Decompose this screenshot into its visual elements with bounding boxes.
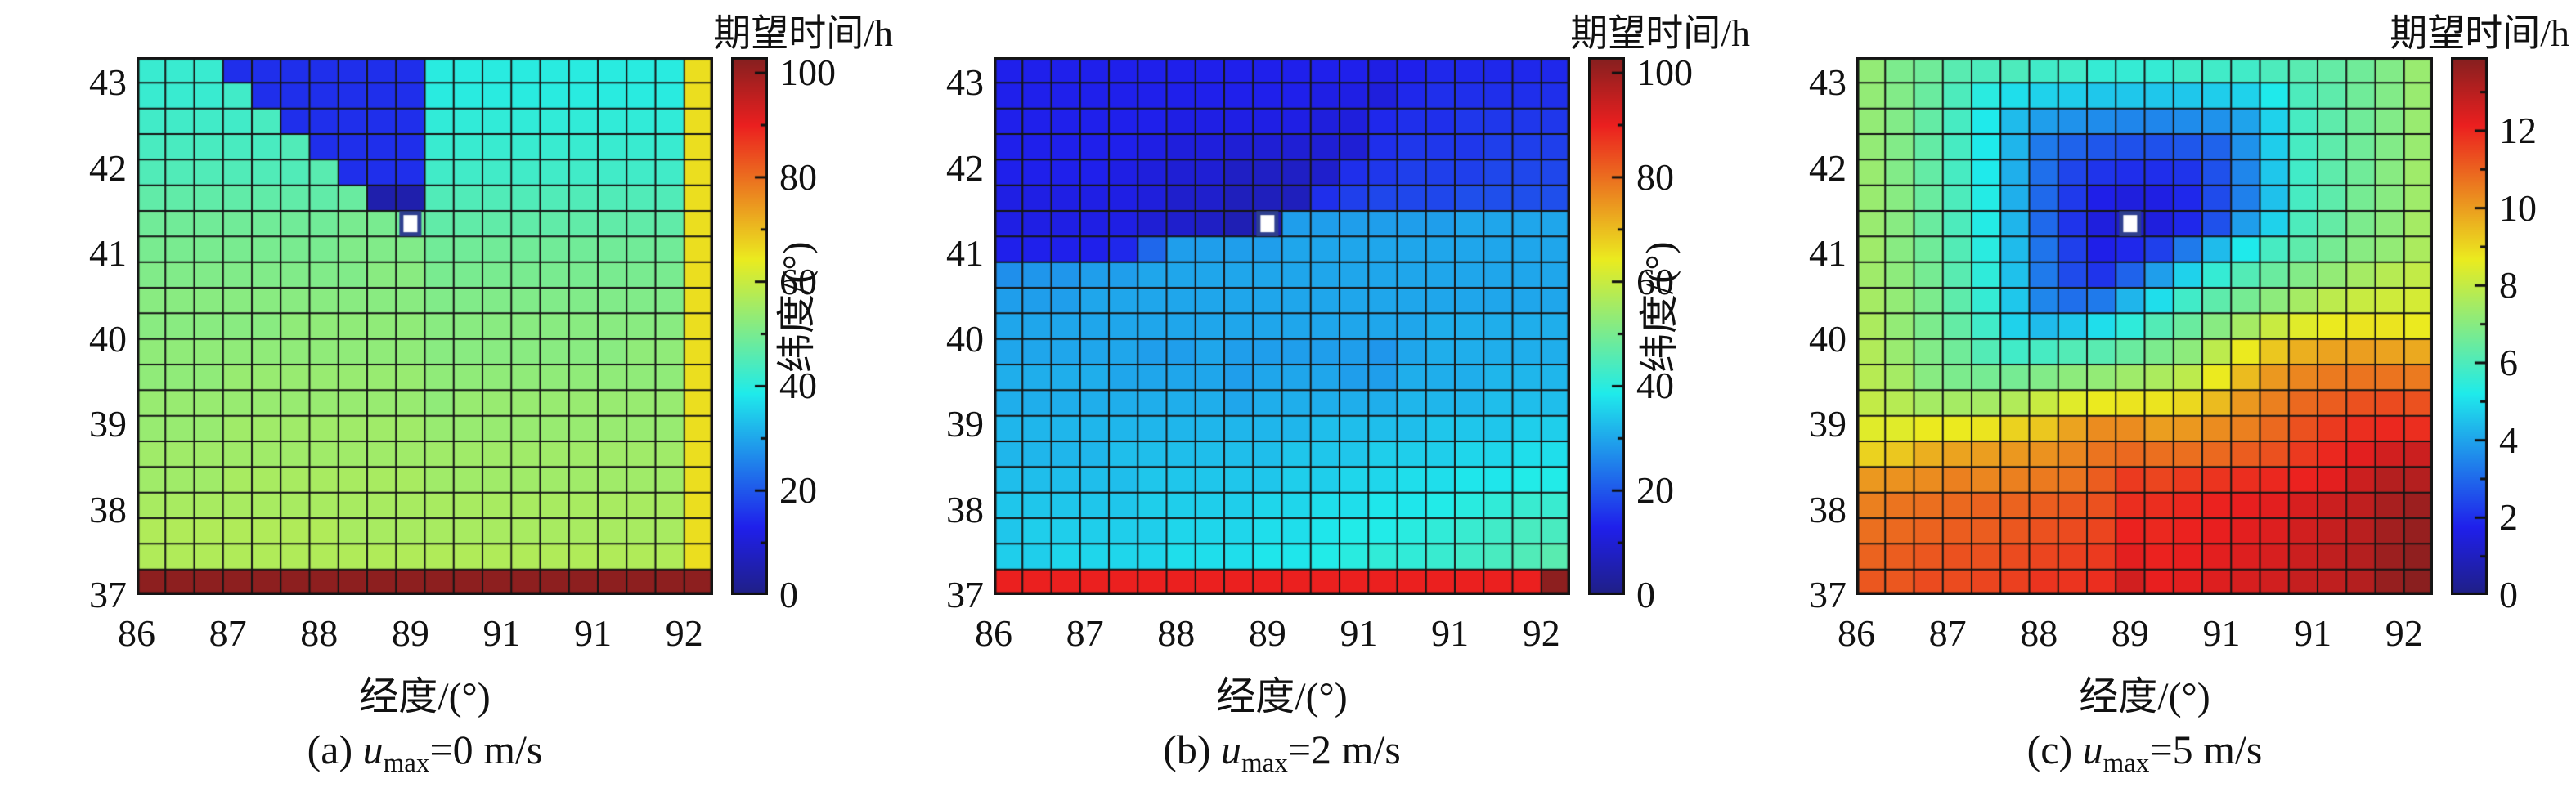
x-tick-label: 91 <box>2202 612 2241 654</box>
x-tick-label: 91 <box>482 612 521 654</box>
y-tick-label: 38 <box>89 488 127 530</box>
caption-subscript: max <box>1241 749 1288 778</box>
caption-variable: u <box>1221 727 1242 772</box>
x-tick-label: 92 <box>1522 612 1560 654</box>
colorbar-tick-label: 0 <box>779 574 798 615</box>
colorbar-tick-label: 10 <box>2499 186 2537 229</box>
y-tick-label: 42 <box>1809 146 1847 189</box>
colorbar-tick-label: 6 <box>2499 341 2518 383</box>
y-tick-label: 43 <box>946 61 984 104</box>
colorbar-tick-label: 60 <box>779 260 817 302</box>
colorbar-canvas-a <box>731 57 768 595</box>
y-tick-label: 43 <box>1809 61 1847 104</box>
x-tick-label: 91 <box>1340 612 1378 654</box>
x-tick-label: 88 <box>300 612 339 654</box>
caption-subscript: max <box>2103 749 2150 778</box>
heatmap-canvas-a <box>137 57 713 595</box>
y-tick-label: 41 <box>946 232 984 275</box>
y-tick-label: 42 <box>946 146 984 189</box>
x-tick-label: 87 <box>1928 612 1967 654</box>
y-tick-label: 42 <box>89 146 127 189</box>
x-tick-label: 92 <box>665 612 703 654</box>
caption-value: =2 m/s <box>1287 727 1401 772</box>
x-tick-label: 91 <box>2294 612 2332 654</box>
colorbar-tick-label: 20 <box>1636 469 1674 512</box>
y-tick-label: 39 <box>1809 403 1847 445</box>
colorbar-title: 期望时间/h <box>1570 12 1750 54</box>
colorbar-tick-label: 100 <box>779 51 836 94</box>
x-tick-label: 88 <box>1157 612 1196 654</box>
colorbar-tick-label: 0 <box>2499 574 2518 615</box>
y-tick-label: 37 <box>946 574 984 615</box>
subplot-caption: (a) umax=0 m/s <box>96 726 754 777</box>
caption-variable: u <box>362 727 384 772</box>
caption-value: =0 m/s <box>429 727 543 772</box>
colorbar-tick-label: 40 <box>779 365 817 407</box>
panel-a: 期望时间/h 纬度/(°) 经度/(°) (a) umax=0 m/s 4342… <box>0 0 900 792</box>
y-tick-label: 39 <box>946 403 984 445</box>
y-tick-label: 38 <box>1809 488 1847 530</box>
x-tick-label: 87 <box>1066 612 1104 654</box>
caption-prefix: (b) <box>1163 727 1222 772</box>
x-axis-label: 经度/(°) <box>1216 675 1348 718</box>
caption-variable: u <box>2082 727 2103 772</box>
colorbar-tick-label: 0 <box>1636 574 1655 615</box>
x-tick-label: 91 <box>574 612 613 654</box>
x-axis-label: 经度/(°) <box>359 675 491 718</box>
panel-b: 期望时间/h 纬度/(°) 经度/(°) (b) umax=2 m/s 43 42… <box>775 0 1757 792</box>
colorbar-tick-label: 40 <box>1636 365 1674 407</box>
x-tick-label: 88 <box>2020 612 2058 654</box>
y-tick-label: 40 <box>1809 317 1847 360</box>
subplot-caption: (c) umax=5 m/s <box>1815 726 2474 777</box>
y-tick-label: 40 <box>946 317 984 360</box>
y-tick-label: 37 <box>89 574 127 615</box>
colorbar-tick-label: 60 <box>1636 260 1674 302</box>
colorbar-tick-label: 20 <box>779 469 817 512</box>
x-tick-label: 87 <box>209 612 247 654</box>
y-tick-label: 41 <box>89 232 127 275</box>
colorbar-tick-label: 8 <box>2499 264 2518 307</box>
x-axis-label: 经度/(°) <box>2079 675 2210 718</box>
colorbar-canvas-c <box>2451 57 2488 595</box>
x-tick-label: 89 <box>1248 612 1286 654</box>
colorbar-tick-label: 2 <box>2499 496 2518 539</box>
caption-prefix: (c) <box>2026 727 2083 772</box>
x-tick-label: 91 <box>1431 612 1470 654</box>
x-tick-label: 89 <box>2111 612 2149 654</box>
y-tick-label: 37 <box>1809 574 1847 615</box>
y-tick-label: 38 <box>946 488 984 530</box>
y-tick-label: 43 <box>89 61 127 104</box>
colorbar-tick-label: 4 <box>2499 418 2518 461</box>
caption-subscript: max <box>383 749 430 778</box>
x-tick-label: 89 <box>391 612 429 654</box>
x-tick-label: 86 <box>975 612 1012 654</box>
x-tick-label: 86 <box>118 612 155 654</box>
colorbar-tick-label: 80 <box>1636 155 1674 198</box>
colorbar-title: 期望时间/h <box>713 12 893 54</box>
y-tick-label: 40 <box>89 317 127 360</box>
x-tick-label: 92 <box>2385 612 2423 654</box>
panel-c: 期望时间/h 纬度/(°) 经度/(°) (c) umax=5 m/s 43 42… <box>1638 0 2576 792</box>
colorbar-tick-label: 80 <box>779 155 817 198</box>
colorbar-title: 期望时间/h <box>2390 12 2569 54</box>
heatmap-canvas-c <box>1856 57 2433 595</box>
colorbar-tick-label: 12 <box>2499 109 2537 151</box>
caption-value: =5 m/s <box>2149 727 2263 772</box>
subplot-caption: (b) umax=2 m/s <box>953 726 1611 777</box>
x-tick-label: 86 <box>1838 612 1875 654</box>
caption-prefix: (a) <box>307 727 363 772</box>
colorbar-canvas-b <box>1588 57 1625 595</box>
colorbar-tick-label: 100 <box>1636 51 1693 94</box>
heatmap-canvas-b <box>994 57 1570 595</box>
y-tick-label: 41 <box>1809 232 1847 275</box>
y-tick-label: 39 <box>89 403 127 445</box>
